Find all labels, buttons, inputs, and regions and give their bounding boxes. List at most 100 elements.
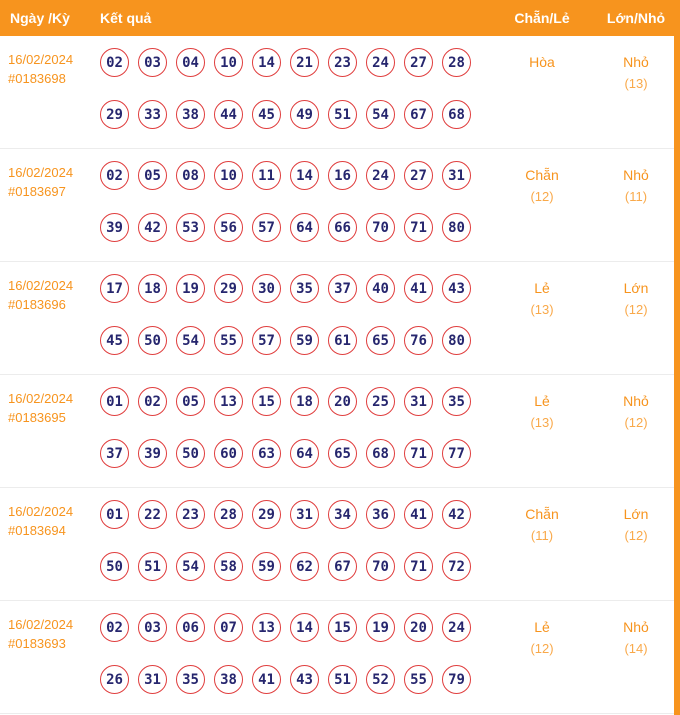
number-ball: 20 — [404, 613, 433, 642]
number-ball: 01 — [100, 500, 129, 529]
number-ball: 31 — [290, 500, 319, 529]
evenodd-count: (11) — [530, 528, 554, 543]
numbers-line-1: 02 03 04 10 14 21 23 24 27 28 — [100, 48, 492, 77]
bigsmall-count: (13) — [624, 76, 648, 91]
number-ball: 14 — [290, 161, 319, 190]
result-numbers-cell: 01 02 05 13 15 18 20 25 31 35 37 39 50 60 63 64 65 68 71 7… — [96, 375, 492, 487]
number-ball: 27 — [404, 161, 433, 190]
number-ball: 50 — [176, 439, 205, 468]
number-ball: 14 — [290, 613, 319, 642]
evenodd-cell: Chẵn (11) — [492, 488, 592, 600]
number-ball: 41 — [252, 665, 281, 694]
number-ball: 80 — [442, 326, 471, 355]
bigsmall-value: Lớn — [623, 506, 649, 522]
number-ball: 54 — [176, 326, 205, 355]
number-ball: 18 — [138, 274, 167, 303]
number-ball: 39 — [138, 439, 167, 468]
number-ball: 37 — [100, 439, 129, 468]
number-ball: 43 — [290, 665, 319, 694]
table-row: 16/02/2024 #0183697 02 05 08 10 11 14 16 24 27 31… — [0, 149, 680, 262]
draw-id: #0183697 — [8, 184, 66, 199]
number-ball: 40 — [366, 274, 395, 303]
number-ball: 05 — [138, 161, 167, 190]
number-ball: 57 — [252, 213, 281, 242]
number-ball: 54 — [366, 100, 395, 129]
bigsmall-value: Nhỏ — [623, 167, 649, 183]
number-ball: 25 — [366, 387, 395, 416]
number-ball: 38 — [214, 665, 243, 694]
draw-date: 16/02/2024 — [8, 391, 74, 406]
number-ball: 35 — [290, 274, 319, 303]
number-ball: 45 — [100, 326, 129, 355]
number-ball: 17 — [100, 274, 129, 303]
draw-date: 16/02/2024 — [8, 165, 74, 180]
draw-date: 16/02/2024 — [8, 278, 74, 293]
number-ball: 35 — [176, 665, 205, 694]
number-ball: 50 — [138, 326, 167, 355]
draw-date-cell: 16/02/2024 #0183693 — [0, 601, 96, 713]
bigsmall-value: Nhỏ — [623, 393, 649, 409]
evenodd-count: (12) — [530, 641, 554, 656]
header-date-column: Ngày /Kỳ — [10, 10, 70, 26]
number-ball: 56 — [214, 213, 243, 242]
scrollbar[interactable] — [674, 0, 680, 715]
evenodd-value: Chẵn — [525, 506, 559, 522]
number-ball: 38 — [176, 100, 205, 129]
number-ball: 15 — [328, 613, 357, 642]
bigsmall-value: Lớn — [623, 280, 649, 296]
number-ball: 29 — [214, 274, 243, 303]
number-ball: 33 — [138, 100, 167, 129]
table-row: 16/02/2024 #0183695 01 02 05 13 15 18 20 25 31 35… — [0, 375, 680, 488]
number-ball: 31 — [138, 665, 167, 694]
evenodd-count: (12) — [530, 189, 554, 204]
number-ball: 23 — [328, 48, 357, 77]
number-ball: 39 — [100, 213, 129, 242]
draw-date: 16/02/2024 — [8, 504, 74, 519]
evenodd-value: Lẻ — [534, 280, 550, 296]
number-ball: 42 — [442, 500, 471, 529]
number-ball: 59 — [252, 552, 281, 581]
numbers-line-1: 01 02 05 13 15 18 20 25 31 35 — [100, 387, 492, 416]
number-ball: 08 — [176, 161, 205, 190]
bigsmall-count: (12) — [624, 415, 648, 430]
number-ball: 71 — [404, 213, 433, 242]
result-numbers-cell: 01 22 23 28 29 31 34 36 41 42 50 51 54 58 59 62 67 70 71 7… — [96, 488, 492, 600]
number-ball: 02 — [100, 161, 129, 190]
evenodd-cell: Chẵn (12) — [492, 149, 592, 261]
number-ball: 30 — [252, 274, 281, 303]
numbers-line-1: 01 22 23 28 29 31 34 36 41 42 — [100, 500, 492, 529]
number-ball: 79 — [442, 665, 471, 694]
number-ball: 29 — [100, 100, 129, 129]
bigsmall-cell: Lớn (12) — [592, 488, 680, 600]
draw-date-cell: 16/02/2024 #0183696 — [0, 262, 96, 374]
number-ball: 63 — [252, 439, 281, 468]
number-ball: 68 — [442, 100, 471, 129]
result-numbers-cell: 02 05 08 10 11 14 16 24 27 31 39 42 53 56 57 64 66 70 71 8… — [96, 149, 492, 261]
draw-date: 16/02/2024 — [8, 617, 74, 632]
number-ball: 27 — [404, 48, 433, 77]
number-ball: 28 — [442, 48, 471, 77]
draw-date-cell: 16/02/2024 #0183698 — [0, 36, 96, 148]
bigsmall-count: (11) — [624, 189, 648, 204]
draw-id: #0183694 — [8, 523, 66, 538]
number-ball: 64 — [290, 439, 319, 468]
number-ball: 13 — [252, 613, 281, 642]
number-ball: 06 — [176, 613, 205, 642]
numbers-line-2: 26 31 35 38 41 43 51 52 55 79 — [100, 665, 492, 694]
number-ball: 55 — [404, 665, 433, 694]
result-numbers-cell: 02 03 04 10 14 21 23 24 27 28 29 33 38 44 45 49 51 54 67 6… — [96, 36, 492, 148]
numbers-line-1: 17 18 19 29 30 35 37 40 41 43 — [100, 274, 492, 303]
evenodd-value: Hòa — [529, 54, 555, 70]
number-ball: 65 — [328, 439, 357, 468]
rows-container: 16/02/2024 #0183698 02 03 04 10 14 21 23 24 27 28… — [0, 36, 680, 714]
evenodd-cell: Lẻ (13) — [492, 262, 592, 374]
number-ball: 36 — [366, 500, 395, 529]
numbers-line-2: 39 42 53 56 57 64 66 70 71 80 — [100, 213, 492, 242]
header-bigsmall-column: Lớn/Nhỏ — [606, 10, 666, 26]
number-ball: 76 — [404, 326, 433, 355]
draw-date-cell: 16/02/2024 #0183695 — [0, 375, 96, 487]
number-ball: 20 — [328, 387, 357, 416]
number-ball: 31 — [404, 387, 433, 416]
number-ball: 45 — [252, 100, 281, 129]
number-ball: 07 — [214, 613, 243, 642]
